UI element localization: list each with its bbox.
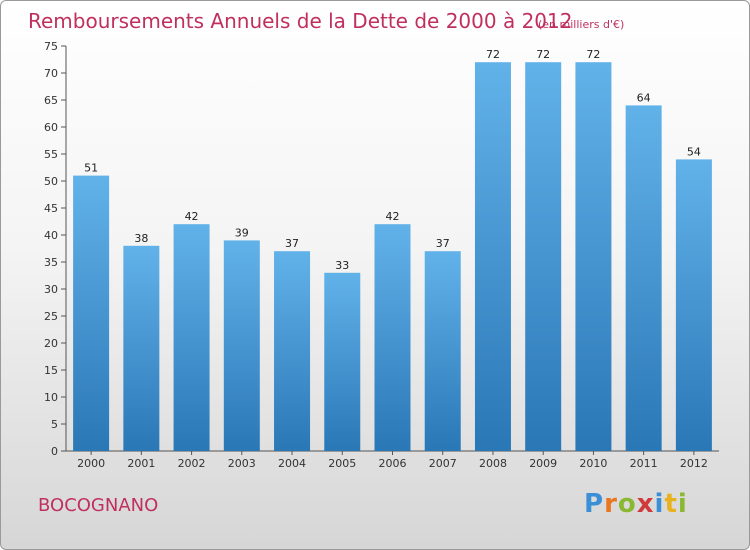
bar bbox=[73, 175, 110, 451]
x-tick-label: 2009 bbox=[529, 457, 557, 470]
y-tick-label: 25 bbox=[44, 310, 58, 323]
bar-value-label: 38 bbox=[134, 232, 148, 245]
y-tick-label: 35 bbox=[44, 256, 58, 269]
bar-value-label: 42 bbox=[386, 210, 400, 223]
x-tick-label: 2005 bbox=[328, 457, 356, 470]
logo-letter: r bbox=[604, 489, 618, 519]
logo-letter: o bbox=[617, 489, 637, 519]
bar-value-label: 54 bbox=[687, 145, 701, 158]
bar-value-label: 37 bbox=[285, 237, 299, 250]
y-tick-label: 30 bbox=[44, 283, 58, 296]
bar bbox=[374, 224, 411, 451]
x-tick-label: 2012 bbox=[680, 457, 708, 470]
y-tick-label: 40 bbox=[44, 229, 58, 242]
bar-value-label: 42 bbox=[185, 210, 199, 223]
axes: 0 5 10 15 20 25 30 35 40 45 50 55 60 65 70 75 2000 2001 20… bbox=[44, 40, 719, 470]
y-tick-label: 15 bbox=[44, 364, 58, 377]
bar bbox=[424, 251, 461, 451]
commune-name: BOCOGNANO bbox=[38, 495, 159, 516]
bar bbox=[324, 272, 361, 451]
bar bbox=[675, 159, 712, 451]
bar-value-label: 72 bbox=[586, 48, 600, 61]
y-tick-label: 45 bbox=[44, 202, 58, 215]
bar-value-label: 37 bbox=[436, 237, 450, 250]
y-tick-label: 55 bbox=[44, 148, 58, 161]
bar-value-label: 72 bbox=[536, 48, 550, 61]
y-tick-label: 75 bbox=[44, 40, 58, 53]
x-tick-label: 2002 bbox=[178, 457, 206, 470]
bar bbox=[123, 245, 160, 451]
logo-letter: x bbox=[636, 489, 655, 519]
bar bbox=[625, 105, 662, 452]
bar bbox=[173, 224, 210, 451]
logo-letter: i bbox=[654, 489, 665, 519]
y-tick-label: 10 bbox=[44, 391, 58, 404]
bar-value-label: 51 bbox=[84, 162, 98, 175]
bar-value-label: 72 bbox=[486, 48, 500, 61]
y-tick-label: 70 bbox=[44, 67, 58, 80]
chart-title: Remboursements Annuels de la Dette de 20… bbox=[28, 9, 572, 33]
y-tick-label: 60 bbox=[44, 121, 58, 134]
bar bbox=[274, 251, 311, 451]
chart-subtitle: (en milliers d'€) bbox=[538, 18, 624, 31]
bar-value-label: 64 bbox=[637, 91, 651, 104]
y-tick-label: 20 bbox=[44, 337, 58, 350]
bars: 51 38 42 39 37 33 42 37 72 72 72 64 54 bbox=[73, 48, 712, 452]
x-tick-label: 2000 bbox=[77, 457, 105, 470]
bar-value-label: 33 bbox=[335, 259, 349, 272]
logo-letter: t bbox=[664, 489, 678, 519]
bar-value-label: 39 bbox=[235, 226, 249, 239]
bar bbox=[474, 62, 511, 451]
x-tick-label: 2007 bbox=[429, 457, 457, 470]
y-tick-label: 50 bbox=[44, 175, 58, 188]
bar bbox=[223, 240, 260, 451]
y-tick-label: 65 bbox=[44, 94, 58, 107]
x-tick-label: 2008 bbox=[479, 457, 507, 470]
y-tick-label: 5 bbox=[51, 418, 58, 431]
logo-letter: i bbox=[677, 489, 688, 519]
y-tick-label: 0 bbox=[51, 445, 58, 458]
x-tick-label: 2006 bbox=[379, 457, 407, 470]
logo-letter: P bbox=[584, 489, 605, 519]
proxiti-logo: Proxiti bbox=[584, 489, 688, 519]
x-tick-label: 2004 bbox=[278, 457, 306, 470]
x-tick-label: 2011 bbox=[630, 457, 658, 470]
x-tick-label: 2003 bbox=[228, 457, 256, 470]
bar bbox=[575, 62, 612, 451]
x-tick-label: 2001 bbox=[127, 457, 155, 470]
x-tick-label: 2010 bbox=[579, 457, 607, 470]
bar bbox=[525, 62, 562, 451]
